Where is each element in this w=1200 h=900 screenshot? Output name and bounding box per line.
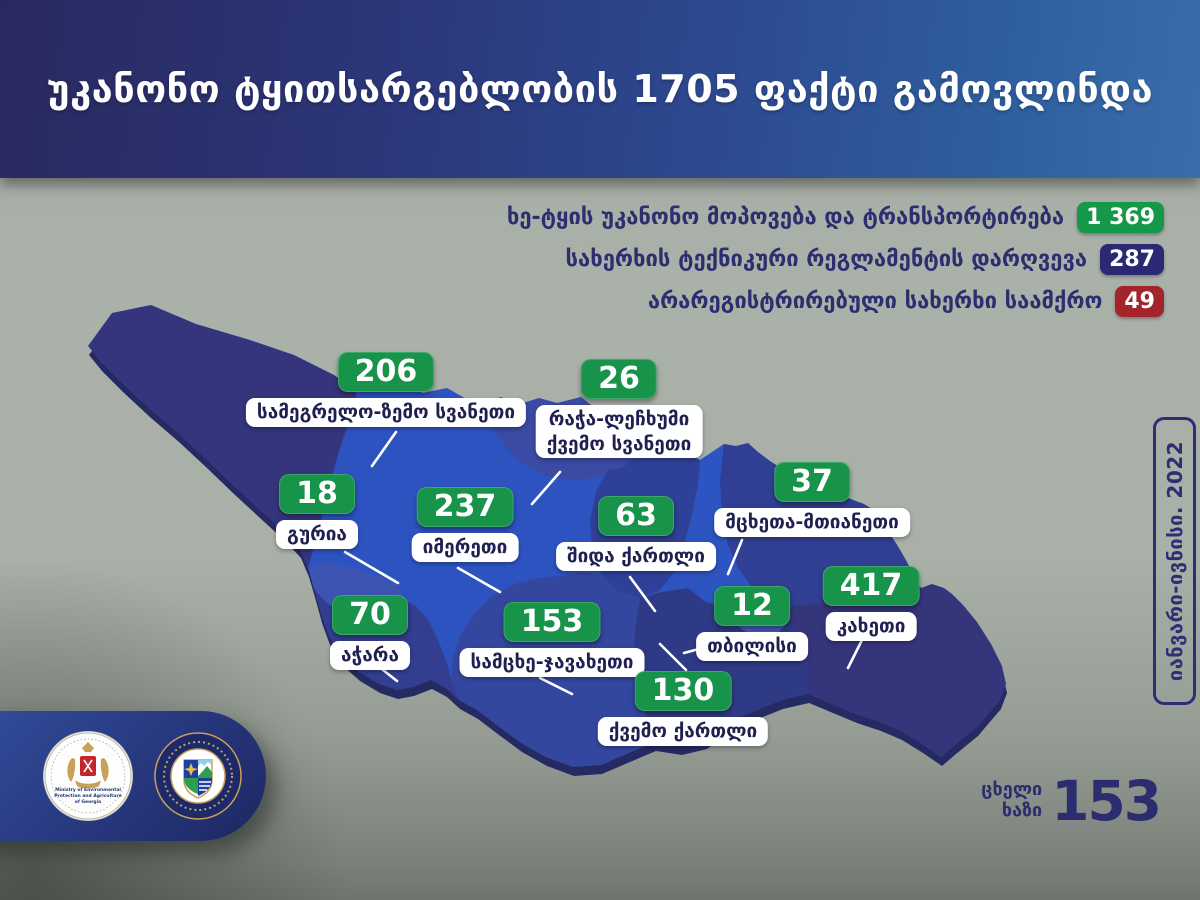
region-count-badge: 63 <box>598 496 674 536</box>
hotline-number: 153 <box>1051 769 1162 833</box>
environment-agency-emblem <box>154 732 242 820</box>
region-count-badge: 37 <box>774 462 850 502</box>
hotline-label: ცხელი ხაზი <box>981 780 1042 821</box>
region-marker-samtskhe-javakheti: 153 სამცხე-ჯავახეთი <box>459 602 645 677</box>
header-banner: უკანონო ტყითსარგებლობის 1705 ფაქტი გამოვ… <box>0 0 1200 178</box>
region-name-label: თბილისი <box>696 632 808 661</box>
date-range-box: იანვარი-ივნისი. 2022 <box>1153 417 1196 705</box>
region-marker-racha: 26 რაჭა-ლეჩხუმი ქვემო სვანეთი <box>535 359 703 459</box>
region-count-badge: 26 <box>581 359 657 399</box>
region-count-badge: 18 <box>279 474 355 514</box>
region-name-label: რაჭა-ლეჩხუმი ქვემო სვანეთი <box>535 405 703 459</box>
region-count-badge: 153 <box>503 602 601 642</box>
legend-item-label: ხე-ტყის უკანონო მოპოვება და ტრანსპორტირე… <box>506 205 1065 230</box>
region-marker-kakheti: 417 კახეთი <box>822 566 920 641</box>
region-marker-mtskheta-mtianeti: 37 მცხეთა-მთიანეთი <box>714 462 910 537</box>
region-marker-kvemo-kartli: 130 ქვემო ქართლი <box>597 671 769 746</box>
date-range-label: იანვარი-ივნისი. 2022 <box>1162 440 1187 682</box>
region-name-label: კახეთი <box>825 612 917 641</box>
region-marker-samegrelo: 206 სამეგრელო-ზემო სვანეთი <box>245 352 527 427</box>
legend-row-illegal-logging: ხე-ტყის უკანონო მოპოვება და ტრანსპორტირე… <box>507 202 1164 233</box>
legend-count-badge-green: 1 369 <box>1077 202 1164 233</box>
region-name-label: მცხეთა-მთიანეთი <box>714 508 910 537</box>
region-count-badge: 130 <box>634 671 732 711</box>
region-marker-shida-kartli: 63 შიდა ქართლი <box>556 496 716 571</box>
legend: ხე-ტყის უკანონო მოპოვება და ტრანსპორტირე… <box>507 202 1164 317</box>
legend-item-label: არარეგისტრირებული სახერხი საამქრო <box>647 289 1103 314</box>
page-title: უკანონო ტყითსარგებლობის 1705 ფაქტი გამოვ… <box>47 67 1153 111</box>
ministry-logo-text: Ministry of Environmental Protection and… <box>54 788 122 806</box>
region-count-badge: 70 <box>332 595 408 635</box>
region-count-badge: 237 <box>416 487 514 527</box>
region-marker-guria: 18 გურია <box>276 474 358 549</box>
region-name-label: შიდა ქართლი <box>556 542 716 571</box>
region-count-badge: 12 <box>714 586 790 626</box>
region-marker-adjara: 70 აჭარა <box>330 595 410 670</box>
ministry-coat-of-arms <box>44 732 132 820</box>
region-name-label: ქვემო ქართლი <box>597 717 769 746</box>
region-name-label: გურია <box>276 520 358 549</box>
region-marker-imereti: 237 იმერეთი <box>411 487 519 562</box>
region-name-label: სამეგრელო-ზემო სვანეთი <box>245 398 527 427</box>
region-count-badge: 417 <box>822 566 920 606</box>
legend-row-sawmill-regulation: სახერხის ტექნიკური რეგლამენტის დარღვევა … <box>507 244 1164 275</box>
hotline-label-line1: ცხელი <box>981 779 1043 801</box>
environment-agency-logo <box>154 732 242 820</box>
logos-banner: Ministry of Environmental Protection and… <box>0 711 266 841</box>
legend-count-badge-navy: 287 <box>1100 244 1164 275</box>
hotline-label-line2: ხაზი <box>1001 800 1043 822</box>
region-marker-tbilisi: 12 თბილისი <box>696 586 808 661</box>
region-name-label: სამცხე-ჯავახეთი <box>459 648 645 677</box>
hotline: ცხელი ხაზი 153 <box>981 769 1162 833</box>
region-name-label: აჭარა <box>330 641 410 670</box>
ministry-logo: Ministry of Environmental Protection and… <box>44 732 132 820</box>
legend-item-label: სახერხის ტექნიკური რეგლამენტის დარღვევა <box>565 247 1088 272</box>
region-name-label: იმერეთი <box>411 533 519 562</box>
legend-count-badge-red: 49 <box>1115 286 1164 317</box>
region-count-badge: 206 <box>337 352 435 392</box>
legend-row-unregistered-sawmill: არარეგისტრირებული სახერხი საამქრო 49 <box>507 286 1164 317</box>
